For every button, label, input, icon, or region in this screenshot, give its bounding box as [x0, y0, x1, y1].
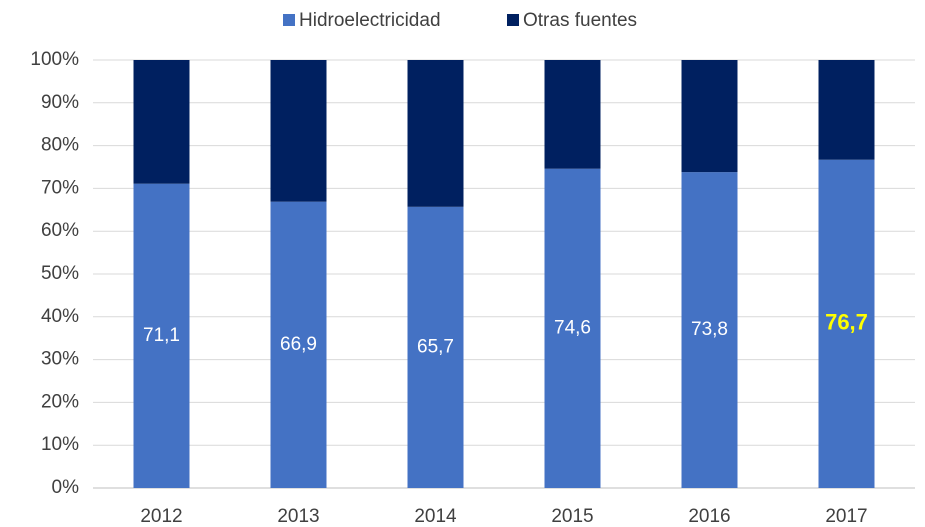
- bar-segment: [133, 60, 190, 184]
- y-tick-label: 90%: [41, 92, 79, 113]
- bar-segment: [818, 159, 875, 488]
- y-tick-label: 80%: [41, 135, 79, 156]
- y-tick-label: 10%: [41, 434, 79, 455]
- y-tick-label: 60%: [41, 220, 79, 241]
- bar-segment: [681, 60, 738, 173]
- bar-segment: [544, 60, 601, 169]
- bar-segment: [818, 60, 875, 160]
- legend-swatch: [507, 14, 519, 26]
- x-tick-label: 2017: [825, 506, 867, 527]
- bar-segment: [270, 60, 327, 202]
- data-label: 76,7: [825, 310, 868, 335]
- x-tick-label: 2016: [688, 506, 730, 527]
- bar-segment: [407, 60, 464, 207]
- y-tick-label: 50%: [41, 263, 79, 284]
- bar-segment: [544, 168, 601, 488]
- legend-swatch: [283, 14, 295, 26]
- y-tick-label: 20%: [41, 391, 79, 412]
- legend-label: Hidroelectricidad: [299, 10, 441, 31]
- y-tick-label: 0%: [52, 477, 80, 498]
- data-label: 74,6: [554, 317, 591, 338]
- y-tick-label: 70%: [41, 177, 79, 198]
- data-label: 73,8: [691, 319, 728, 340]
- legend-label: Otras fuentes: [523, 10, 637, 31]
- data-label: 71,1: [143, 325, 180, 346]
- x-tick-label: 2013: [277, 506, 319, 527]
- y-tick-label: 30%: [41, 349, 79, 370]
- bar-segment: [270, 201, 327, 488]
- x-tick-label: 2012: [140, 506, 182, 527]
- x-tick-label: 2015: [551, 506, 593, 527]
- bar-segment: [407, 206, 464, 488]
- y-tick-label: 40%: [41, 306, 79, 327]
- y-tick-label: 100%: [30, 49, 79, 70]
- bar-segment: [133, 183, 190, 488]
- bar-segment: [681, 172, 738, 489]
- data-label: 66,9: [280, 334, 317, 355]
- data-label: 65,7: [417, 336, 454, 357]
- x-tick-label: 2014: [414, 506, 457, 527]
